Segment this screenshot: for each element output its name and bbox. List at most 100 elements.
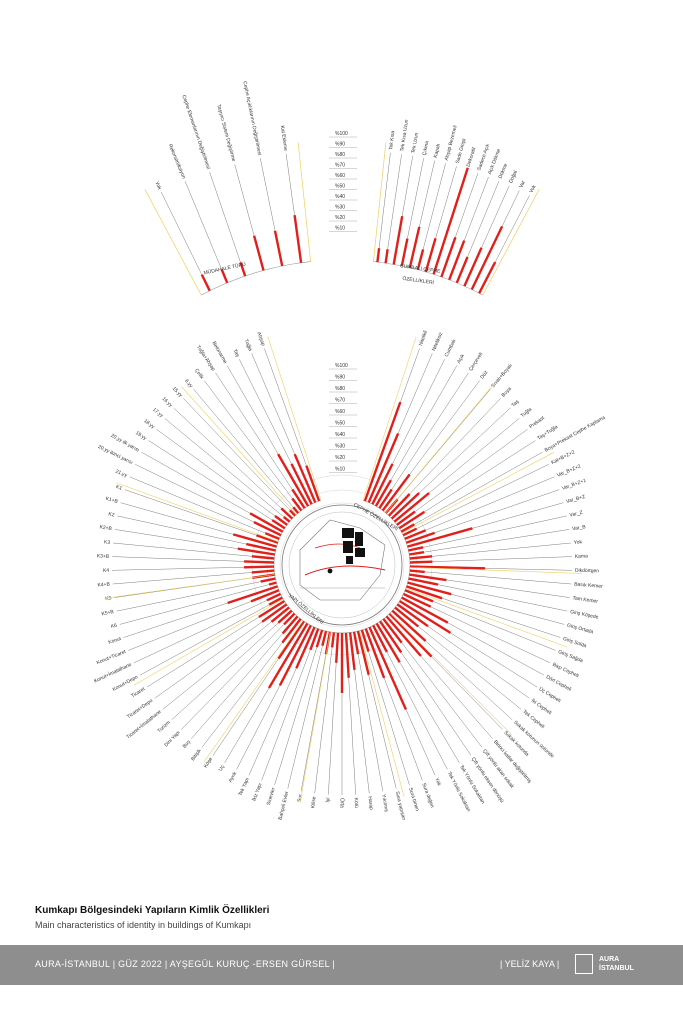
main-label: Orta (339, 798, 345, 808)
main-bar (344, 632, 350, 678)
main-bar (394, 606, 420, 628)
logo-text-istanbul: İSTANBUL (599, 965, 634, 972)
main-bar (260, 577, 276, 583)
main-label: Kötü (353, 797, 360, 808)
main-bar (232, 533, 277, 548)
main-label: İkiz Yapı (251, 782, 264, 802)
main-guide-line (409, 567, 582, 574)
main-bar (407, 527, 473, 548)
main-label: Var_B (572, 524, 587, 532)
main-label: Yok (574, 539, 583, 546)
main-spoke (215, 372, 305, 509)
caption-title: Kumkapı Bölgesindeki Yapıların Kimlik Öz… (35, 905, 270, 916)
main-bar (371, 463, 394, 505)
scale-top-label: %10 (335, 226, 345, 232)
main-label: Cumbalı (444, 339, 458, 358)
mudahale-label: Kat Ekleme (279, 125, 288, 151)
main-spoke (119, 582, 277, 625)
main-label: Açık (456, 353, 466, 365)
cumba-bar (424, 237, 437, 273)
main-label: 16.yy (161, 396, 174, 409)
main-bar (385, 615, 422, 657)
main-bar (291, 497, 303, 512)
main-guide-line (385, 380, 497, 514)
main-label: İyi (324, 797, 331, 802)
main-bar (267, 622, 309, 689)
main-spoke (404, 476, 555, 540)
main-bar (356, 630, 370, 676)
scale-mid-label: %40 (335, 432, 345, 438)
main-bar (405, 531, 435, 544)
main-label: 17.yy (151, 407, 164, 420)
main-label: Birinci katlar değiştirilmiş (492, 739, 533, 785)
main-spoke (191, 616, 298, 739)
main-spoke (164, 418, 290, 522)
cumba-label: Tek Kısa Uzun (399, 119, 410, 152)
main-label: K5 (105, 595, 112, 602)
main-label: Taş (511, 398, 521, 408)
mudahale-spoke (161, 191, 210, 291)
main-guide-line (181, 386, 297, 515)
mudahale-label: Cephe Açıklıklarının Değiştirilmesi (241, 81, 262, 156)
main-label: Çift yönlü eksen dönüşü (470, 756, 505, 804)
mudahale-inner-arc (201, 261, 311, 296)
middle-percentage-scale: %100 %90 %80 %70 %60 %50 %40 %30 %20 %10 (329, 363, 357, 473)
main-bar (270, 606, 290, 623)
main-bar (364, 628, 386, 679)
main-bar (352, 631, 360, 655)
cumba-bar (478, 261, 497, 294)
main-spoke (353, 631, 384, 792)
main-bar (256, 534, 279, 544)
main-bar (274, 515, 288, 526)
main-label: Tuğla (243, 338, 253, 352)
scale-top-label: %20 (335, 215, 345, 221)
main-label: Yıkılmış (380, 794, 389, 813)
main-spoke (401, 452, 543, 532)
scale-mid-label: %30 (335, 444, 345, 450)
scale-mid-label: %60 (335, 409, 345, 415)
scale-top-label: %70 (335, 163, 345, 169)
main-bar (293, 453, 317, 503)
main-bar (368, 626, 407, 710)
main-ring (279, 502, 405, 628)
main-bar (243, 565, 275, 569)
main-bar (266, 592, 282, 602)
main-bar (396, 510, 416, 526)
main-spoke (173, 407, 293, 519)
main-label: Üç Cepheli (538, 685, 562, 704)
main-label: K2+B (99, 524, 113, 532)
scale-top-label: %40 (335, 194, 345, 200)
cumba-label: Yok (529, 184, 538, 194)
main-label: Giriş Sağda (557, 649, 584, 664)
caption-subtitle: Main characteristics of identity in buil… (35, 920, 252, 930)
main-label: Bahçeli Evler (278, 790, 291, 820)
main-bar (330, 632, 336, 648)
main-spoke (287, 631, 327, 789)
main-bar (246, 542, 276, 552)
main-bar (374, 479, 392, 507)
main-label: K3+B (97, 553, 110, 559)
main-bar (237, 547, 275, 556)
main-spoke (409, 529, 570, 555)
main-label: Turizm (157, 720, 172, 735)
cumba-label: Çıkma (422, 140, 431, 156)
main-spoke (148, 440, 285, 529)
logo-mark-icon (575, 954, 593, 974)
main-bar (381, 473, 411, 512)
main-label: Boya+Prekast Cephe Kaplama (544, 415, 607, 454)
main-bar (402, 592, 432, 608)
main-spoke (379, 372, 469, 509)
ring-label-cumbali: CUMBALI CEPHE (399, 263, 441, 275)
main-guide-line (116, 482, 279, 542)
main-spoke (140, 597, 283, 676)
main-label: K3 (104, 539, 111, 546)
main-label: Ahşap (255, 331, 266, 347)
main-bar (278, 624, 312, 686)
main-label: İki Cepheli (530, 697, 553, 716)
main-bar (408, 546, 424, 552)
cumba-bar (463, 247, 483, 287)
main-guide-line (104, 574, 275, 599)
main-label: Konut (108, 636, 123, 646)
main-bar (292, 506, 300, 514)
scale-top-label: %90 (335, 142, 345, 148)
